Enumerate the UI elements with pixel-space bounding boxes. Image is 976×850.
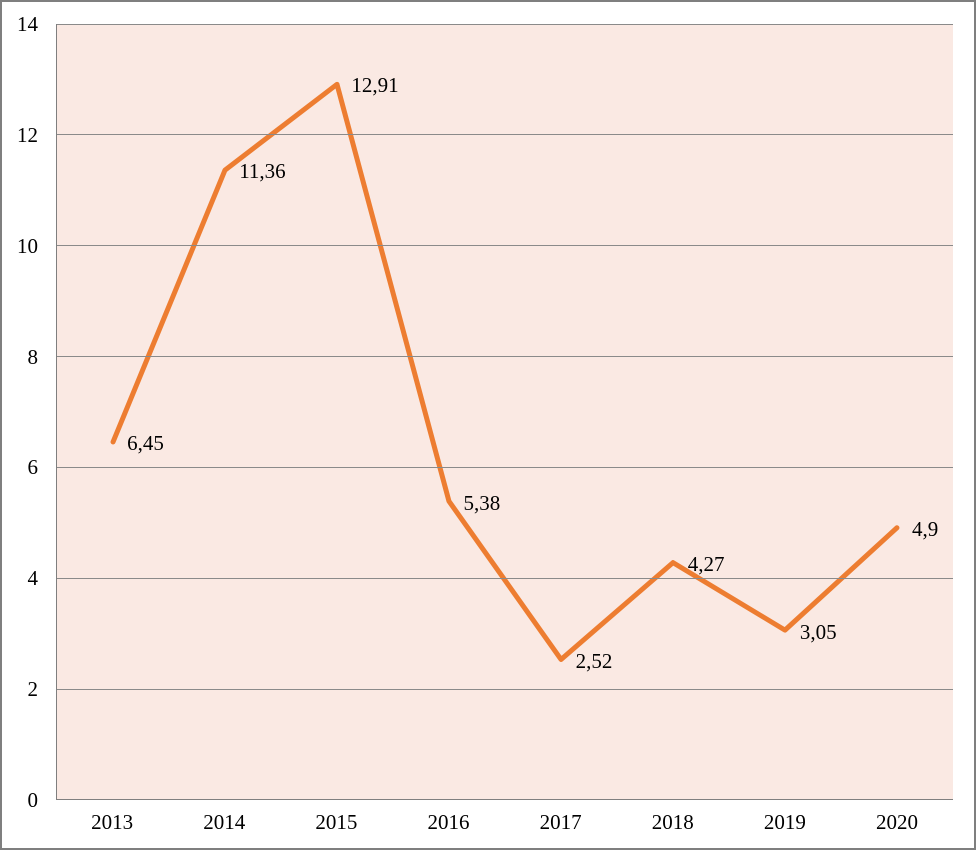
data-label: 11,36 (239, 159, 286, 184)
y-axis-tick-label: 10 (17, 233, 38, 258)
series-svg (110, 81, 900, 662)
y-axis-tick-label: 4 (27, 566, 39, 591)
x-axis-tick-label: 2015 (315, 810, 358, 834)
series-line (110, 81, 900, 662)
data-label: 5,38 (463, 490, 501, 515)
gridline (57, 688, 953, 690)
y-axis-tick-label: 2 (27, 677, 39, 702)
gridline (57, 466, 953, 468)
y-axis-tick-label: 14 (17, 12, 38, 36)
data-label: 4,27 (687, 552, 725, 577)
y-axis-tick-label: 12 (17, 122, 38, 147)
gridline (57, 23, 953, 25)
gridline (57, 134, 953, 136)
x-axis-tick-label: 2014 (203, 810, 246, 834)
data-label: 2,52 (575, 649, 613, 674)
x-axis-tick-label: 2013 (91, 810, 134, 834)
data-label: 3,05 (799, 619, 837, 644)
gridline (57, 245, 953, 247)
plot-area (56, 23, 953, 800)
x-axis-tick-label: 2016 (427, 810, 470, 834)
data-label: 6,45 (127, 431, 164, 456)
y-axis-tick-label: 8 (27, 344, 39, 369)
gridline (57, 356, 953, 358)
x-axis-tick-label: 2019 (763, 810, 806, 834)
y-axis-tick-label: 0 (27, 788, 39, 812)
y-axis-tick-label: 6 (27, 455, 39, 480)
data-label: 12,91 (351, 73, 399, 98)
data-label: 4,9 (911, 517, 939, 542)
x-axis-tick-label: 2018 (651, 810, 694, 834)
gridline (57, 577, 953, 579)
x-axis-tick-label: 2020 (875, 810, 918, 834)
x-axis-tick-label: 2017 (539, 810, 582, 834)
